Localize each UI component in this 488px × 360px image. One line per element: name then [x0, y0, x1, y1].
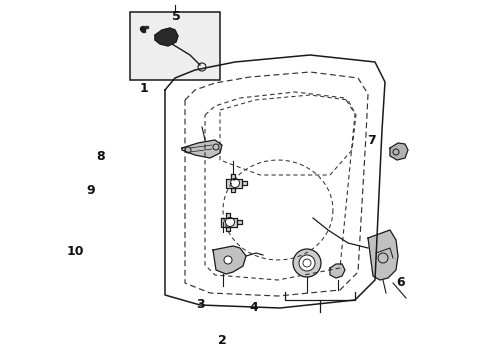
Circle shape — [225, 217, 234, 226]
Text: 8: 8 — [96, 150, 104, 163]
Bar — [130, 12, 220, 80]
Circle shape — [298, 255, 314, 271]
Polygon shape — [182, 140, 222, 158]
Polygon shape — [237, 220, 241, 224]
Polygon shape — [389, 143, 407, 160]
Polygon shape — [213, 246, 245, 274]
Polygon shape — [367, 230, 397, 280]
Polygon shape — [329, 264, 345, 278]
Polygon shape — [142, 26, 148, 32]
Text: 2: 2 — [218, 334, 226, 347]
Text: 6: 6 — [396, 276, 405, 289]
Polygon shape — [231, 188, 234, 192]
Polygon shape — [155, 28, 178, 46]
Polygon shape — [225, 179, 242, 188]
Circle shape — [140, 27, 145, 31]
Polygon shape — [231, 174, 234, 179]
Polygon shape — [226, 226, 229, 231]
Text: 5: 5 — [171, 10, 180, 23]
Text: 1: 1 — [140, 82, 148, 95]
Text: 7: 7 — [366, 134, 375, 147]
Polygon shape — [226, 213, 229, 217]
Circle shape — [230, 179, 239, 188]
Text: 9: 9 — [86, 184, 95, 197]
Text: 10: 10 — [67, 246, 84, 258]
Polygon shape — [242, 181, 246, 185]
Circle shape — [224, 256, 231, 264]
Circle shape — [292, 249, 320, 277]
Polygon shape — [221, 217, 237, 226]
Text: 4: 4 — [249, 301, 258, 314]
Text: 3: 3 — [196, 298, 204, 311]
